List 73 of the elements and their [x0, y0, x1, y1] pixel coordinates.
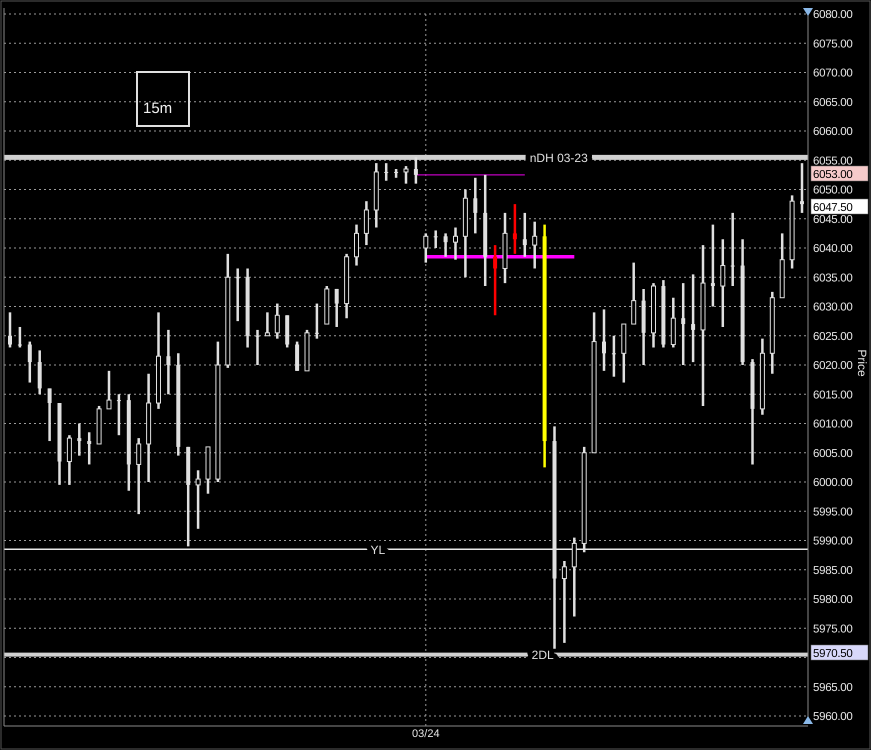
y-tick-label: 6050.00 [813, 184, 852, 196]
candlestick [453, 226, 458, 261]
candlestick [720, 238, 726, 328]
candlestick [444, 232, 448, 258]
candlestick [414, 156, 418, 185]
candlestick [691, 273, 696, 364]
candlestick [602, 308, 606, 372]
y-tick-label: 6020.00 [813, 360, 852, 372]
candlestick [66, 434, 72, 486]
annotation: 15m [143, 100, 172, 117]
candlestick [512, 202, 517, 256]
y-tick-label: 5975.00 [813, 623, 852, 636]
y-tick-label: 6030.00 [813, 302, 852, 314]
candlestick [404, 164, 408, 185]
candlestick [116, 393, 121, 436]
candlestick [681, 282, 686, 366]
candlestick [8, 311, 12, 349]
y-tick-label: 6035.00 [813, 272, 852, 284]
candlestick [256, 328, 260, 366]
candlestick [274, 302, 280, 340]
y-tick-label: 6015.00 [813, 389, 852, 402]
y-tick-label: 6080.00 [813, 9, 852, 21]
candlestick [631, 261, 636, 326]
candlestick [166, 328, 170, 396]
candlestick [473, 176, 478, 235]
candlestick [562, 560, 567, 644]
candlestick [77, 422, 82, 457]
text: 6053.00 [813, 169, 852, 181]
y-tick-label: 6025.00 [813, 330, 852, 343]
y-tick-label: 6000.00 [813, 477, 852, 489]
candlestick [612, 334, 616, 378]
y-tick-label: 6065.00 [813, 96, 852, 109]
candlestick [493, 244, 498, 317]
candlestick [314, 302, 319, 340]
y-tick-label: 6055.00 [813, 155, 852, 168]
y-tick-label: 6075.00 [813, 38, 852, 50]
candlestick [354, 223, 359, 267]
candlestick [87, 431, 92, 466]
candlestick [730, 212, 735, 288]
candlestick [800, 162, 804, 214]
candlestick [423, 232, 428, 264]
y-tick-label: 6040.00 [813, 243, 852, 255]
y-axis-title: Price [855, 349, 869, 377]
candlestick [28, 340, 32, 384]
candlestick [136, 436, 142, 516]
x-tick-label: 03/24 [412, 728, 440, 740]
candlestick [364, 200, 369, 246]
candlestick [196, 469, 201, 530]
candlestick [48, 387, 52, 442]
y-tick-label: 6070.00 [813, 68, 852, 80]
y-tick-label: 5980.00 [813, 594, 852, 606]
candlestick [236, 267, 240, 322]
y-tick-label: 6045.00 [813, 214, 852, 226]
candlestick [434, 229, 438, 250]
y-tick-label: 5985.00 [813, 564, 852, 577]
y-tick-label: 6060.00 [813, 126, 852, 138]
candlestick [334, 288, 339, 328]
y-tick-label: 5990.00 [813, 536, 852, 548]
y-tick-label: 5960.00 [813, 711, 852, 723]
candlestick [522, 212, 527, 258]
y-tick-label: 5965.00 [813, 682, 852, 694]
text: 5970.50 [813, 648, 852, 660]
candlestick [18, 326, 22, 349]
y-tick-label: 5995.00 [813, 506, 852, 518]
candlestick [384, 162, 388, 182]
y-tick-label: 6010.00 [813, 418, 852, 430]
text: 6047.50 [813, 202, 852, 214]
candlestick [710, 223, 715, 308]
candlestick [394, 168, 398, 180]
candlestick [264, 311, 270, 337]
candlestick [532, 220, 538, 270]
candlestick [106, 370, 112, 410]
y-tick-label: 6005.00 [813, 448, 852, 460]
